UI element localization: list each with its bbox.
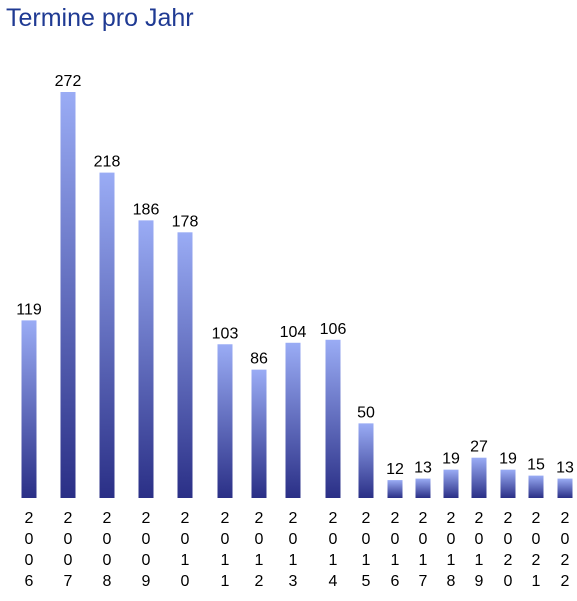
bar-2020 — [500, 469, 516, 498]
data-label-2020: 19 — [499, 451, 517, 468]
bar-2012 — [251, 369, 267, 498]
data-label-2012: 86 — [250, 351, 268, 368]
bar-2014 — [325, 339, 341, 498]
data-label-2017: 13 — [414, 460, 432, 477]
data-label-2013: 104 — [280, 324, 307, 341]
bar-2010 — [177, 232, 193, 498]
data-label-2015: 50 — [357, 404, 375, 421]
bar-2008 — [99, 172, 115, 498]
bar-2017 — [415, 478, 431, 498]
bar-2011 — [217, 344, 233, 498]
bar-2007 — [60, 92, 76, 498]
bar-2006 — [21, 320, 37, 498]
bar-2009 — [138, 220, 154, 498]
data-label-2014: 106 — [320, 321, 347, 338]
data-label-2009: 186 — [133, 201, 160, 218]
bar-2016 — [387, 480, 403, 498]
data-label-2019: 27 — [470, 439, 488, 456]
data-label-2021: 15 — [527, 457, 545, 474]
bar-2015 — [358, 423, 374, 498]
data-label-2010: 178 — [172, 213, 199, 230]
chart-title: Termine pro Jahr — [6, 4, 194, 32]
data-label-2018: 19 — [442, 451, 460, 468]
bar-2018 — [443, 469, 459, 498]
bar-2019 — [471, 457, 487, 498]
data-label-2016: 12 — [386, 461, 404, 478]
bar-2022 — [557, 478, 573, 498]
data-label-2011: 103 — [212, 325, 239, 342]
bar-2021 — [528, 475, 544, 498]
data-label-2006: 119 — [16, 301, 42, 318]
data-label-2007: 272 — [55, 73, 82, 90]
bar-2013 — [285, 342, 301, 498]
data-label-2008: 218 — [94, 154, 121, 171]
data-label-2022: 13 — [556, 460, 574, 477]
